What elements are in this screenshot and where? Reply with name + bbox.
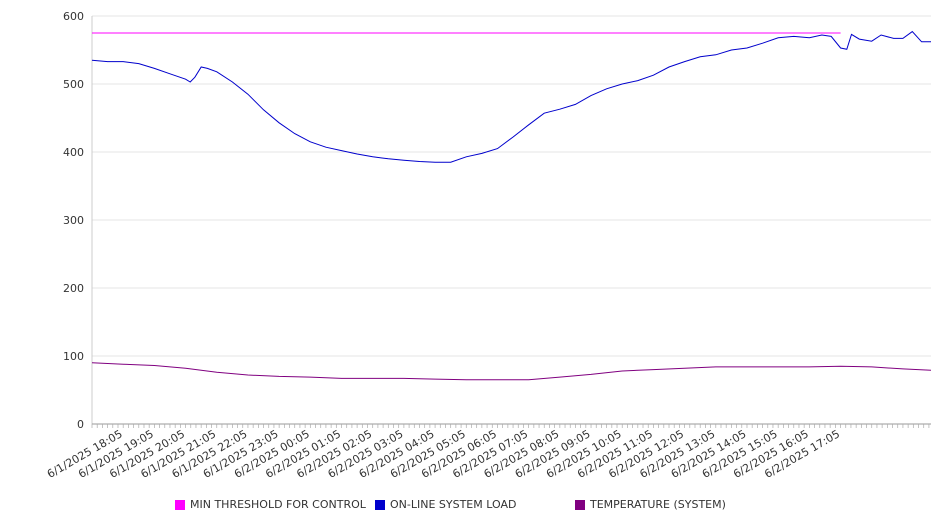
legend: MIN THRESHOLD FOR CONTROL ON-LINE SYSTEM… [0,498,946,514]
legend-swatch-min-threshold [175,499,185,510]
legend-swatch-temperature [575,499,585,510]
legend-item-system-load: ON-LINE SYSTEM LOAD [375,498,516,511]
y-tick-labels: 0 100 200 300 400 500 600 [63,10,84,431]
legend-item-min-threshold: MIN THRESHOLD FOR CONTROL [175,498,366,511]
axes [91,16,931,428]
y-tick-label: 500 [63,78,84,91]
grid-lines [92,15,931,357]
y-tick-label: 300 [63,214,84,227]
legend-label-system-load: ON-LINE SYSTEM LOAD [390,498,517,511]
legend-swatch-system-load [375,499,385,510]
y-tick-label: 100 [63,350,84,363]
y-tick-label: 600 [63,10,84,23]
y-tick-label: 0 [77,418,84,431]
legend-item-temperature: TEMPERATURE (SYSTEM) [575,498,726,511]
series-line [91,30,931,163]
y-tick-label: 200 [63,282,84,295]
legend-label-min-threshold: MIN THRESHOLD FOR CONTROL [190,498,366,511]
y-tick-label: 400 [63,146,84,159]
series-line [91,362,932,381]
x-tick-labels: 6/1/2025 18:056/1/2025 19:056/1/2025 20:… [45,427,842,481]
series-lines [91,30,932,381]
legend-label-temperature: TEMPERATURE (SYSTEM) [590,498,726,511]
